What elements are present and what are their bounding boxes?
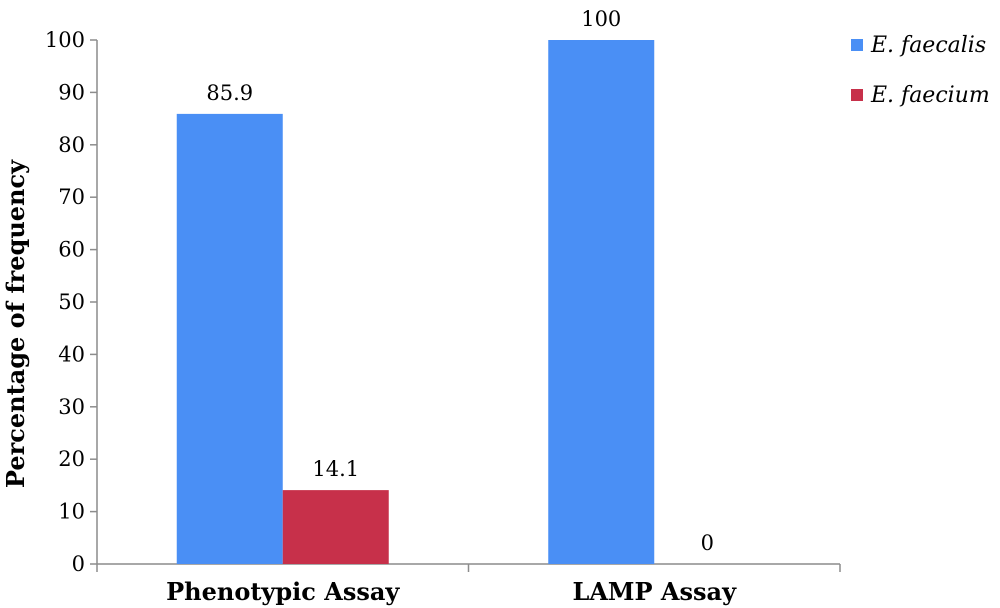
- y-tick-label: 100: [45, 28, 85, 52]
- category-label: Phenotypic Assay: [166, 577, 400, 606]
- y-tick-label: 60: [58, 238, 85, 262]
- plot-area: 0 10 20 30 40 50 60 70 80 90 100 85.9 14.1 Phenotypic…: [45, 7, 841, 606]
- y-tick-label: 50: [58, 290, 85, 314]
- y-tick-label: 0: [72, 552, 85, 576]
- legend-label: E. faecalis: [870, 33, 986, 58]
- legend: E. faecalis E. faecium: [851, 33, 990, 108]
- y-tick-label: 10: [58, 500, 85, 524]
- data-label: 100: [581, 7, 621, 31]
- y-tick-label: 40: [58, 342, 85, 366]
- bar: [176, 113, 283, 564]
- bar: [548, 40, 655, 564]
- data-label: 0: [701, 531, 714, 555]
- legend-label: E. faecium: [870, 83, 990, 108]
- data-label: 85.9: [206, 81, 253, 105]
- y-axis-title: Percentage of frequency: [1, 159, 30, 488]
- y-tick-label: 80: [58, 133, 85, 157]
- legend-swatch: [851, 89, 863, 101]
- y-tick-label: 20: [58, 447, 85, 471]
- data-label: 14.1: [312, 457, 359, 481]
- y-tick-label: 30: [58, 395, 85, 419]
- y-tick-label: 90: [58, 80, 85, 104]
- category-label: LAMP Assay: [572, 577, 737, 606]
- legend-swatch: [851, 39, 863, 51]
- y-tick-label: 70: [58, 185, 85, 209]
- bar: [282, 490, 389, 564]
